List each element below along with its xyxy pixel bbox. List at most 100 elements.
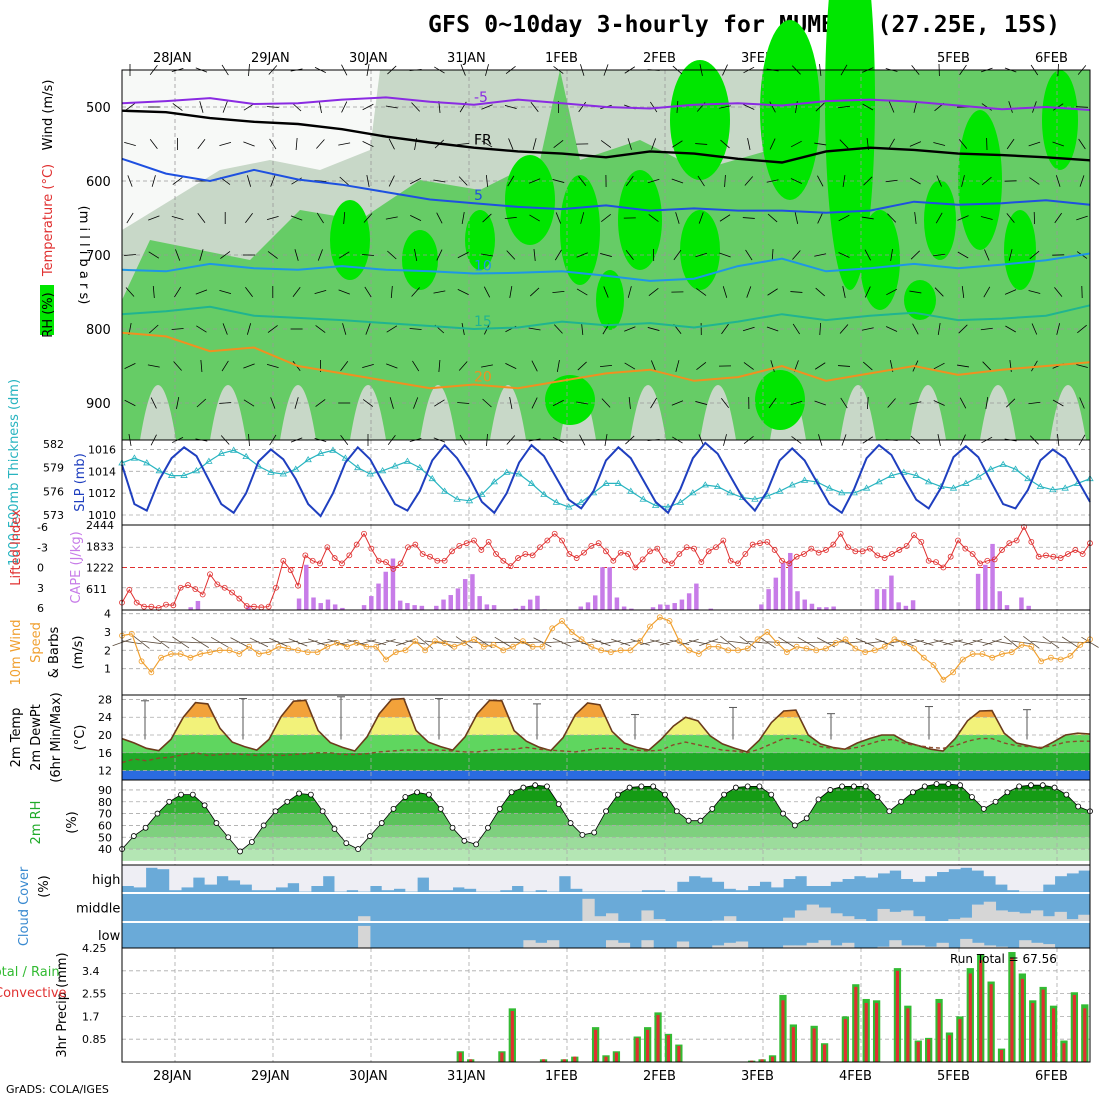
- wind-barb: [243, 399, 255, 407]
- thickness-axis-label: 1000-500mb Thickness (dm): [7, 379, 22, 566]
- wind10m-barb: [552, 637, 572, 647]
- li-tick-label: 0: [37, 562, 44, 575]
- lifted-index-line-point: [933, 559, 939, 565]
- wind-barb: [294, 397, 299, 409]
- cloud-low-gap: [901, 945, 914, 948]
- wind-barb: [721, 323, 729, 335]
- cape-bar: [361, 605, 367, 610]
- rh-line-point: [437, 805, 444, 812]
- wind10m-barb: [825, 641, 846, 644]
- thickness-line-point: [205, 457, 213, 464]
- wind10m-line-point: [1038, 658, 1045, 665]
- wind-barb: [695, 401, 708, 405]
- cloud-high-gap: [393, 865, 406, 889]
- wind-barb: [651, 138, 657, 150]
- lifted-index-line-point: [500, 557, 507, 564]
- wind-barb: [338, 142, 351, 146]
- wind-barb: [647, 178, 660, 184]
- wind-barb: [386, 363, 398, 369]
- temperature-contour-label: 20: [474, 370, 492, 386]
- temp-band: [122, 770, 1090, 775]
- lifted-index-line-point: [1050, 553, 1057, 560]
- cape-bar: [325, 599, 331, 610]
- wind10m-line-point: [304, 649, 311, 656]
- cape-bar: [780, 562, 786, 610]
- wind10m-line-point: [793, 643, 800, 650]
- cape-bar: [311, 597, 316, 610]
- thickness-line-point: [267, 468, 275, 475]
- wind-barb: [147, 364, 160, 368]
- wind10m-barb: [288, 638, 308, 647]
- wind10m-barb: [640, 639, 660, 646]
- cloud-high-gap: [676, 865, 690, 882]
- wind-barb: [245, 286, 253, 298]
- rh-moist-core: [505, 155, 555, 245]
- cloud-low-gap: [712, 945, 725, 948]
- wind-barb: [221, 360, 229, 372]
- wind-barb: [815, 287, 825, 297]
- thickness-line-point: [540, 490, 548, 497]
- cloud-high-gap: [511, 865, 524, 886]
- lifted-index-line-point: [625, 551, 631, 557]
- cloud-middle-gap: [971, 904, 985, 922]
- cloud-high-gap: [995, 865, 1008, 885]
- wind-barb: [770, 360, 775, 372]
- wind10m-barb: [395, 638, 416, 646]
- lifted-index-line-point: [551, 530, 558, 537]
- lifted-index-line-point: [581, 549, 587, 556]
- wind10m-line-point: [216, 647, 223, 654]
- wind-barb: [981, 176, 992, 186]
- rh-line-point: [331, 826, 338, 832]
- rh-line-point: [237, 848, 243, 855]
- rh-line-point: [851, 783, 857, 790]
- wind-barb: [243, 141, 255, 147]
- lifted-index-line-point: [566, 551, 573, 557]
- wind-barb: [650, 360, 657, 372]
- rh-line-point: [957, 782, 964, 789]
- wind-barb: [672, 140, 683, 148]
- wind-barb: [385, 216, 398, 220]
- wind10m-line-point: [920, 654, 927, 661]
- wind10m-barb: [591, 638, 611, 647]
- wind-barb: [837, 105, 851, 109]
- cloud-middle-gap: [995, 910, 1008, 922]
- rh-axis-label: RH (%): [41, 292, 56, 337]
- wind-barb: [361, 254, 375, 256]
- precip-conv-bar: [1041, 989, 1045, 1062]
- precip-conv-bar: [500, 1052, 504, 1062]
- rh-line-point: [166, 798, 173, 805]
- cape-bar: [462, 579, 468, 610]
- lifted-index-line-point: [764, 538, 771, 545]
- rh-line-point: [296, 790, 302, 797]
- lifted-index-line-point: [610, 557, 617, 564]
- wind10m-line-point: [207, 649, 213, 656]
- rh-line-point: [449, 824, 456, 831]
- thickness-line-point: [217, 449, 225, 456]
- thickness-line-point: [776, 487, 784, 494]
- lifted-index-line-point: [353, 541, 360, 548]
- wind-barb: [246, 175, 252, 187]
- cloud-high-gap: [700, 865, 713, 878]
- cape-bar: [679, 599, 685, 610]
- cape-tick-label: 611: [86, 583, 107, 596]
- thickness-line-point: [378, 467, 387, 474]
- wind-barb: [1028, 290, 1041, 294]
- wind10m-line-point: [324, 643, 331, 650]
- rh-dry-plume: [980, 385, 1016, 440]
- cloud-high-gap: [263, 865, 276, 891]
- lifted-index-line-point: [214, 581, 221, 588]
- wind10m-line-point: [412, 638, 419, 645]
- cloud-middle-gap: [853, 919, 867, 922]
- rh-line-point: [520, 784, 527, 791]
- wind-barb: [814, 400, 826, 406]
- pressure-tick-label: 700: [86, 249, 111, 264]
- wind-barb: [1006, 213, 1015, 223]
- cloud-level-label: low: [98, 929, 121, 944]
- wind10m-line-point: [617, 647, 624, 654]
- precip-tick-label: 3.4: [82, 965, 100, 978]
- lifted-index-line-point: [940, 564, 947, 571]
- wind-barb: [863, 361, 873, 371]
- wind-barb: [412, 360, 420, 372]
- wind10m-line-point: [891, 636, 898, 643]
- cape-tick-label: 1833: [86, 540, 114, 553]
